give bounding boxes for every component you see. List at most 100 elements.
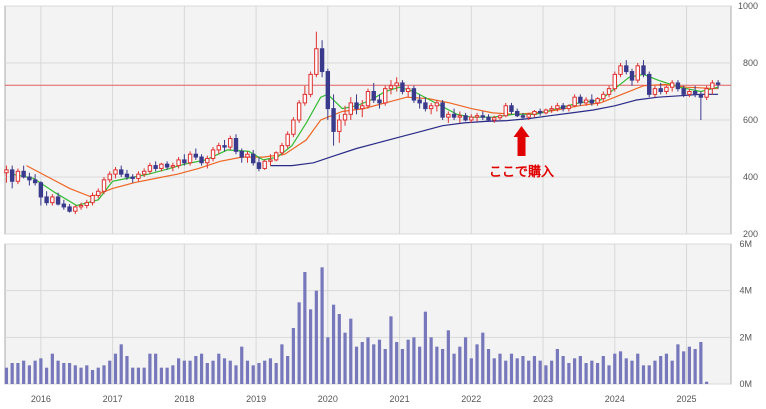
candle bbox=[44, 191, 49, 206]
candle-body bbox=[434, 102, 440, 107]
candle-body bbox=[279, 145, 285, 154]
candle-body bbox=[228, 138, 233, 148]
volume-bar bbox=[125, 356, 129, 384]
candle-body bbox=[704, 88, 709, 98]
candle bbox=[555, 102, 560, 112]
candle-body bbox=[187, 153, 193, 164]
volume-bar bbox=[636, 353, 640, 384]
candle bbox=[474, 112, 480, 122]
candle bbox=[159, 162, 164, 172]
volume-bar bbox=[148, 353, 152, 384]
candle-body bbox=[233, 138, 239, 152]
volume-bar bbox=[641, 365, 646, 384]
candle bbox=[647, 71, 652, 98]
candle-body bbox=[405, 88, 411, 93]
candle-body bbox=[440, 102, 445, 118]
candle-body bbox=[273, 152, 279, 161]
x-tick-label: 2025 bbox=[677, 394, 697, 404]
candle bbox=[618, 63, 623, 78]
candle bbox=[411, 85, 417, 103]
price-y-tick-label: 200 bbox=[743, 229, 758, 239]
volume-bar bbox=[527, 360, 531, 384]
volume-bar bbox=[705, 381, 709, 384]
candle-body bbox=[21, 170, 26, 178]
candle-body bbox=[612, 73, 617, 90]
candle bbox=[526, 112, 531, 120]
candle bbox=[383, 85, 388, 106]
volume-bar bbox=[354, 346, 359, 384]
candle-body bbox=[423, 102, 428, 110]
candle-body bbox=[164, 163, 170, 168]
candle bbox=[124, 169, 130, 180]
candle bbox=[27, 172, 32, 186]
volume-bar bbox=[27, 365, 31, 384]
volume-bar bbox=[452, 353, 456, 384]
volume-bar bbox=[142, 367, 146, 384]
candle bbox=[515, 108, 520, 118]
candle-body bbox=[377, 99, 382, 104]
candle bbox=[629, 68, 635, 86]
candle bbox=[101, 177, 107, 195]
candle bbox=[480, 111, 485, 120]
volume-bar bbox=[199, 353, 204, 384]
volume-bar bbox=[39, 358, 43, 384]
volume-bar bbox=[458, 346, 462, 384]
volume-bar bbox=[263, 360, 267, 384]
volume-bar bbox=[595, 363, 600, 384]
volume-bar bbox=[555, 349, 559, 384]
candle-body bbox=[130, 176, 135, 179]
candle-body bbox=[354, 102, 359, 110]
candle-body bbox=[239, 150, 244, 158]
candle bbox=[170, 162, 176, 172]
candle-body bbox=[463, 115, 468, 121]
volume-bar bbox=[446, 330, 450, 384]
candle bbox=[635, 63, 640, 83]
candle-body bbox=[136, 173, 141, 179]
candle-body bbox=[153, 165, 158, 169]
candle bbox=[486, 114, 491, 122]
candle-body bbox=[652, 88, 658, 95]
candle-body bbox=[342, 113, 348, 121]
x-tick-label: 2019 bbox=[246, 394, 266, 404]
candle bbox=[50, 194, 55, 206]
candle bbox=[451, 108, 457, 120]
candle-body bbox=[388, 85, 394, 90]
candle bbox=[319, 40, 325, 78]
volume-bar bbox=[234, 365, 238, 384]
volume-bar bbox=[687, 346, 691, 384]
volume-bar bbox=[177, 358, 181, 384]
volume-bar bbox=[222, 358, 227, 384]
volume-bar bbox=[4, 367, 9, 384]
volume-bar bbox=[320, 267, 324, 384]
candle-body bbox=[147, 165, 153, 172]
volume-bar bbox=[182, 360, 186, 384]
candle bbox=[417, 94, 422, 109]
candle-body bbox=[515, 110, 520, 117]
candle bbox=[469, 114, 474, 123]
candle-body bbox=[251, 153, 256, 164]
x-tick-label: 2023 bbox=[533, 394, 553, 404]
candle-body bbox=[67, 206, 72, 212]
volume-bar bbox=[400, 349, 405, 384]
volume-bar bbox=[360, 342, 364, 384]
volume-bar bbox=[136, 367, 141, 384]
candle bbox=[715, 80, 721, 89]
candle bbox=[440, 100, 445, 120]
candle bbox=[147, 162, 153, 175]
candle bbox=[308, 71, 313, 98]
candle bbox=[222, 139, 227, 152]
annotation-arrow bbox=[513, 126, 530, 156]
price-y-tick-label: 400 bbox=[743, 172, 758, 182]
candle-body bbox=[210, 149, 216, 159]
candle bbox=[520, 112, 526, 120]
volume-bar bbox=[389, 316, 393, 384]
volume-bar bbox=[670, 360, 674, 384]
volume-bar bbox=[268, 358, 273, 384]
volume-bar bbox=[188, 360, 192, 384]
candle bbox=[73, 205, 78, 215]
candle-body bbox=[205, 157, 210, 164]
candle bbox=[314, 31, 319, 78]
volume-bar bbox=[653, 360, 657, 384]
volume-bar bbox=[573, 358, 577, 384]
